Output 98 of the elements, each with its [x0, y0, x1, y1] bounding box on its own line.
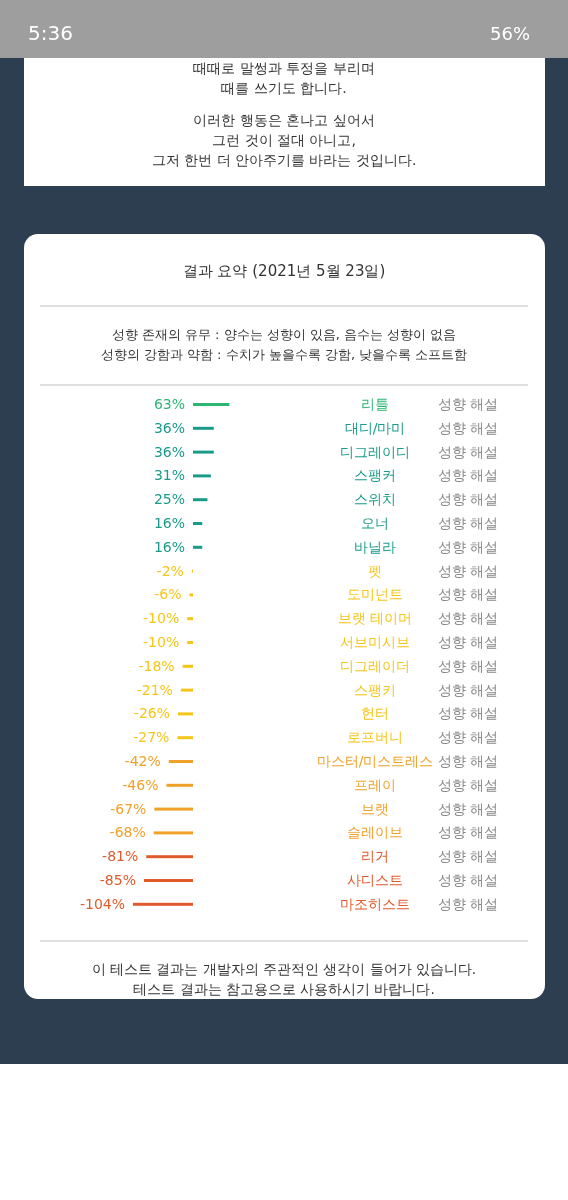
data-label: -42% [124, 753, 161, 769]
data-label: 16% [153, 538, 185, 555]
y-tick-label: 대디/마미 [344, 419, 406, 436]
bar [193, 426, 214, 430]
data-label: -27% [133, 729, 170, 746]
data-label: -10% [143, 610, 180, 627]
y-tick-label: 바닐라 [354, 538, 396, 555]
text: 때를 쓰기도 합니다. [221, 80, 347, 96]
text: 성향 해설 [437, 872, 499, 888]
data-label: -67% [110, 800, 147, 817]
text: 결과 요약 (2021년 5월 23일) [182, 262, 386, 280]
bar [193, 522, 203, 525]
y-tick-label: 로프버니 [347, 729, 403, 746]
y-tick-label: 펫 [368, 562, 382, 579]
bar [187, 641, 193, 644]
text: 성향 해설 [437, 634, 499, 650]
y-tick-label: 브랫 [361, 800, 389, 817]
bar [189, 593, 193, 597]
text: 5:36 [28, 21, 73, 45]
data-label: 31% [153, 467, 185, 484]
y-tick-label: 슬레이브 [347, 824, 403, 841]
y-tick-label: 리거 [361, 848, 389, 865]
y-tick-label: 프레이 [354, 776, 396, 793]
bar [187, 617, 193, 621]
data-label: -81% [102, 848, 139, 865]
text: 성향 해설 [437, 848, 499, 865]
text: 성향 해설 [437, 610, 499, 627]
data-label: 36% [153, 443, 185, 460]
text: 그저 한번 더 안아주기를 바라는 것입니다. [151, 152, 417, 168]
text: 성향 해설 [437, 729, 499, 746]
text: 성향 해설 [437, 776, 499, 793]
data-label: -6% [154, 586, 182, 603]
text: 성향 해설 [437, 586, 499, 603]
y-tick-label: 도미넌트 [347, 586, 403, 603]
text: 성향 해설 [437, 419, 499, 436]
text: 성향 해설 [437, 657, 499, 674]
bar [143, 879, 193, 882]
bar [168, 760, 193, 763]
text: 성향 해설 [437, 705, 499, 722]
text: 성향 해설 [437, 895, 499, 912]
bar [193, 474, 211, 478]
y-tick-label: 스팽커 [354, 467, 396, 484]
text: 이러한 행동은 혼나고 싶어서 [193, 112, 375, 128]
y-tick-label: 사디스트 [347, 872, 403, 888]
bar [178, 712, 193, 716]
text: 이 테스트 결과는 개발자의 주관적인 생각이 들어가 있습니다. [91, 961, 477, 977]
bar [193, 403, 230, 406]
bar [180, 688, 193, 692]
y-tick-label: 브랫 테이머 [337, 610, 413, 627]
text: 성향 해설 [437, 753, 499, 769]
text: 그런 것이 절대 아니고, [212, 132, 356, 148]
data-label: -18% [138, 657, 175, 674]
bar [146, 855, 193, 859]
bar [153, 831, 193, 835]
text: 56% [490, 23, 531, 44]
text: 성향 해설 [437, 396, 499, 412]
text: 성향 해설 [437, 443, 499, 460]
bar [193, 498, 208, 502]
text: 성향 해설 [437, 491, 499, 508]
text: 성향 해설 [437, 515, 499, 531]
text: 성향 해설 [437, 562, 499, 579]
bar [166, 783, 193, 787]
bar [154, 807, 193, 811]
data-label: -21% [136, 681, 173, 698]
data-label: -10% [143, 634, 180, 650]
text: 성향 존재의 유무 : 양수는 성향이 있음, 음수는 성향이 없음 성향의 강함과 약함 : 수치가 높을수록 강함, 낮을수록 소프트함 [100, 327, 468, 362]
data-label: 16% [153, 515, 185, 531]
bar [133, 902, 193, 906]
data-label: -85% [99, 872, 136, 888]
data-label: -26% [133, 705, 170, 722]
bar [193, 545, 203, 549]
text: 성향 해설 [437, 681, 499, 698]
data-label: 36% [153, 419, 185, 436]
y-tick-label: 마조히스트 [340, 895, 410, 912]
text: 성향 해설 [437, 824, 499, 841]
y-tick-label: 헌터 [361, 705, 389, 722]
y-tick-label: 서브미시브 [340, 634, 410, 650]
bar [182, 664, 193, 668]
data-label: 25% [153, 491, 185, 508]
text: 테스트 결과는 참고용으로 사용하시기 바랍니다. [133, 981, 435, 997]
data-label: 63% [153, 396, 185, 412]
text: 성향 해설 [437, 800, 499, 817]
y-tick-label: 오너 [361, 515, 389, 531]
text: 성향 해설 [437, 538, 499, 555]
y-tick-label: 마스터/미스트레스 [316, 753, 434, 769]
data-label: -104% [79, 895, 125, 912]
y-tick-label: 디그레이더 [340, 657, 410, 674]
data-label: -46% [122, 776, 159, 793]
y-tick-label: 스팽키 [354, 681, 396, 698]
y-tick-label: 리틀 [361, 396, 389, 412]
y-tick-label: 디그레이디 [340, 443, 410, 460]
y-tick-label: 스위치 [354, 491, 396, 508]
data-label: -68% [109, 824, 146, 841]
text: 성향 해설 [437, 467, 499, 484]
bar [193, 450, 214, 454]
bar [177, 736, 193, 740]
data-label: -2% [156, 562, 184, 579]
text: 때때로 말썽과 투정을 부리며 [193, 60, 375, 76]
